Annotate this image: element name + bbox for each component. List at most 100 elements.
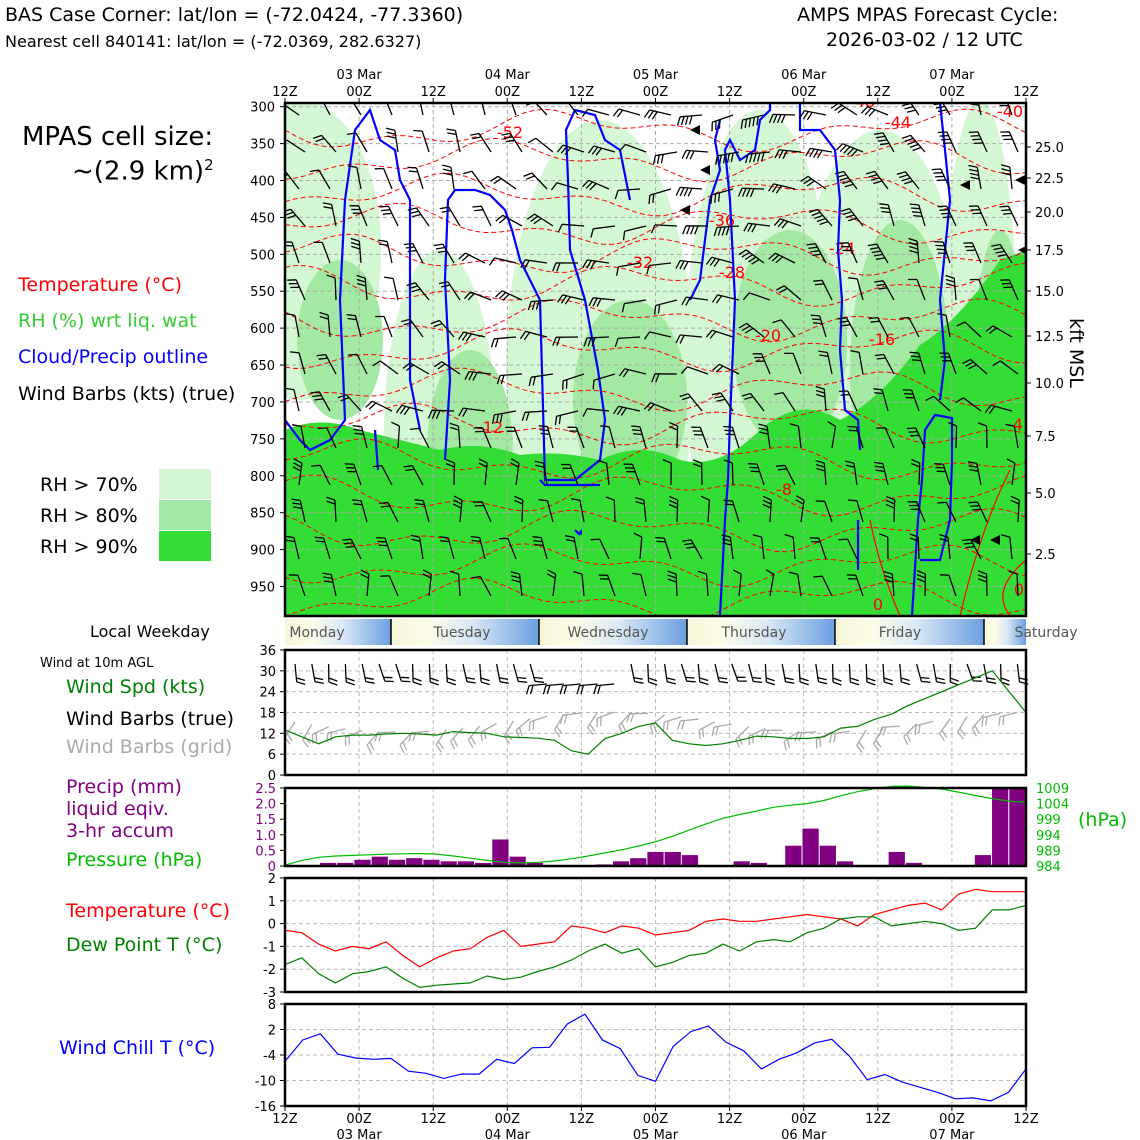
- true-wind-barb: [647, 663, 658, 686]
- swatch-rh90: [159, 531, 211, 561]
- temperature-label: 0: [873, 595, 883, 614]
- main-wind-barb: [643, 331, 672, 340]
- main-wind-barb: [554, 410, 579, 426]
- grid-wind-barb: [662, 716, 682, 732]
- main-wind-barb: [712, 363, 740, 375]
- main-wind-barb: [643, 402, 672, 412]
- precip-bar: [475, 862, 492, 866]
- panel-ytick-label: 0: [268, 918, 276, 933]
- bottom-date-label: 03 Mar: [336, 1128, 382, 1140]
- true-wind-barb: [915, 663, 931, 683]
- temperature-label: -8: [776, 480, 792, 499]
- main-wind-barb: [721, 534, 734, 560]
- main-wind-barb: [667, 570, 678, 597]
- main-wind-barb: [711, 114, 734, 132]
- main-wind-barb: [375, 315, 393, 338]
- precip-bar: [630, 858, 647, 866]
- cloud-outline: [798, 103, 862, 451]
- main-wind-barb: [675, 186, 703, 197]
- precip-bar: [1009, 788, 1026, 866]
- cloud-outline: [539, 479, 600, 487]
- main-wind-barb: [407, 207, 430, 227]
- main-wind-barb: [313, 241, 331, 264]
- main-wind-barb: [879, 203, 895, 227]
- main-wind-barb: [372, 360, 399, 375]
- main-wind-barb: [874, 132, 895, 153]
- main-wind-barb: [961, 538, 982, 560]
- grid-wind-barb: [302, 724, 313, 748]
- main-wind-barb: [743, 222, 771, 233]
- wind-panel-frame: [283, 648, 1028, 777]
- main-wind-barb: [510, 458, 520, 486]
- legend-rh: RH (%) wrt liq. wat: [18, 310, 197, 332]
- panel-ytick-label: 1.5: [255, 813, 276, 828]
- main-wind-barb: [317, 427, 337, 449]
- main-wind-barb: [867, 243, 889, 264]
- main-wind-barb: [984, 404, 1013, 414]
- bottom-time-tick-label: 00Z: [939, 1112, 965, 1127]
- main-wind-barb: [963, 242, 982, 264]
- grid-wind-barb: [939, 718, 951, 742]
- pressure-tick-label: 350: [250, 138, 275, 153]
- main-wind-barb: [772, 319, 796, 338]
- main-wind-barb: [402, 362, 430, 375]
- temperature-contour: [285, 508, 1026, 553]
- true-wind-barb: [781, 663, 795, 685]
- main-wind-barb: [510, 571, 523, 597]
- main-wind-barb: [473, 427, 492, 449]
- main-wind-barb: [705, 329, 734, 339]
- bottom-time-tick-label: 12Z: [717, 1112, 743, 1127]
- panel-ytick-label-right: 989: [1036, 844, 1061, 859]
- precip-bar: [371, 856, 388, 866]
- grid-wind-barb: [794, 731, 816, 742]
- main-wind-barb: [511, 103, 517, 116]
- main-wind-barb: [615, 262, 641, 276]
- main-wind-barb: [682, 539, 703, 560]
- main-wind-barb: [386, 103, 393, 116]
- wind-speed-line: [284, 670, 1027, 755]
- wind-pennant: [960, 180, 970, 190]
- main-wind-barb: [939, 352, 957, 375]
- weekday-day-label: Saturday: [1014, 625, 1077, 641]
- main-wind-barb: [552, 262, 579, 272]
- main-wind-barb: [788, 571, 802, 597]
- main-wind-barb: [495, 290, 523, 301]
- main-wind-barb: [806, 243, 827, 264]
- main-wind-barb: [463, 291, 492, 301]
- main-wind-barb: [285, 104, 300, 116]
- main-wind-barb: [384, 276, 399, 301]
- main-wind-barb: [490, 175, 517, 190]
- legend-panel-temperature: Temperature (°C): [66, 900, 230, 922]
- main-wind-barb: [552, 336, 579, 346]
- main-wind-barb: [873, 461, 889, 486]
- main-wind-barb: [679, 393, 703, 412]
- main-wind-barb: [784, 533, 796, 560]
- main-wind-barb: [326, 274, 337, 301]
- grid-wind-barb: [914, 720, 934, 735]
- grid-wind-barb: [760, 729, 783, 740]
- main-wind-barb: [876, 427, 895, 449]
- zero-contour: [869, 469, 1026, 616]
- bottom-date-label: 05 Mar: [633, 1128, 679, 1140]
- grid-wind-barb: [735, 726, 750, 748]
- main-wind-barb: [350, 237, 362, 264]
- main-wind-barb: [675, 334, 703, 344]
- main-wind-barb: [597, 460, 610, 486]
- true-wind-barb: [815, 663, 828, 685]
- main-wind-barb: [312, 134, 337, 153]
- true-wind-barb: [865, 663, 876, 686]
- main-wind-barb: [446, 128, 461, 153]
- cross-section-layer: -52-48-44-40-36-32-28-24-20 -16-12-8-400: [285, 92, 1026, 616]
- main-wind-barb: [590, 225, 616, 238]
- main-wind-barb: [925, 395, 951, 412]
- main-wind-barb: [285, 170, 300, 190]
- main-wind-barb: [557, 223, 585, 233]
- main-wind-barb: [937, 131, 957, 153]
- temperature-label: -48: [849, 92, 875, 111]
- main-wind-barb: [395, 404, 424, 416]
- temperature-contour: [285, 438, 1026, 481]
- main-wind-barb: [846, 574, 864, 597]
- main-wind-barb: [723, 459, 734, 486]
- main-wind-barb: [546, 569, 557, 597]
- legend-rh90: RH > 90%: [40, 536, 138, 558]
